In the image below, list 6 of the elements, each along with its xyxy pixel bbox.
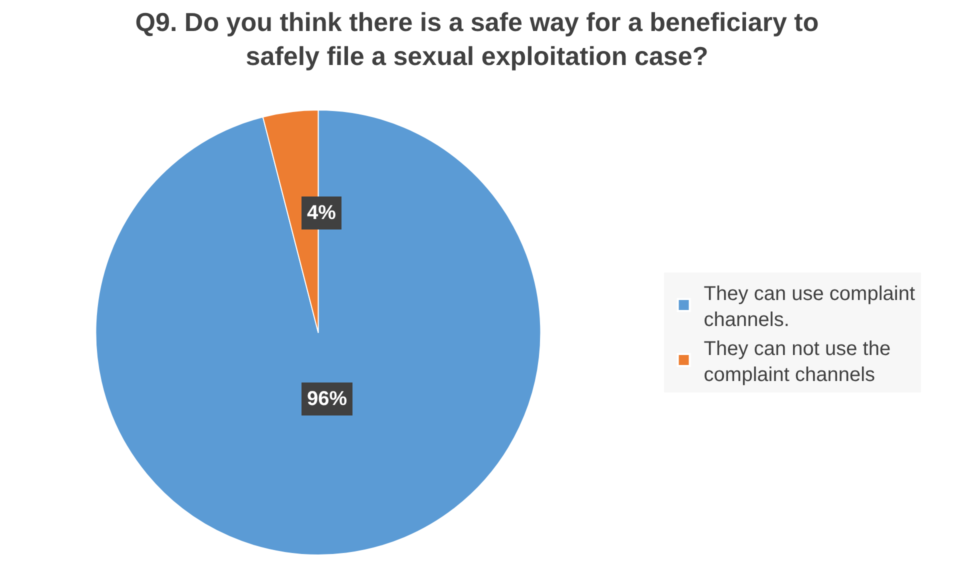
legend-label: They can not use the complaint channels [704, 338, 891, 386]
data-label: 4% [307, 202, 336, 224]
data-label: 96% [307, 388, 348, 410]
legend-label: They can use complaint channels. [704, 282, 916, 331]
pie-slice [95, 110, 542, 556]
chart-title: Q9. Do you think there is a safe way for a beneficiary to safely file a sexual exploitation case? [135, 7, 819, 71]
